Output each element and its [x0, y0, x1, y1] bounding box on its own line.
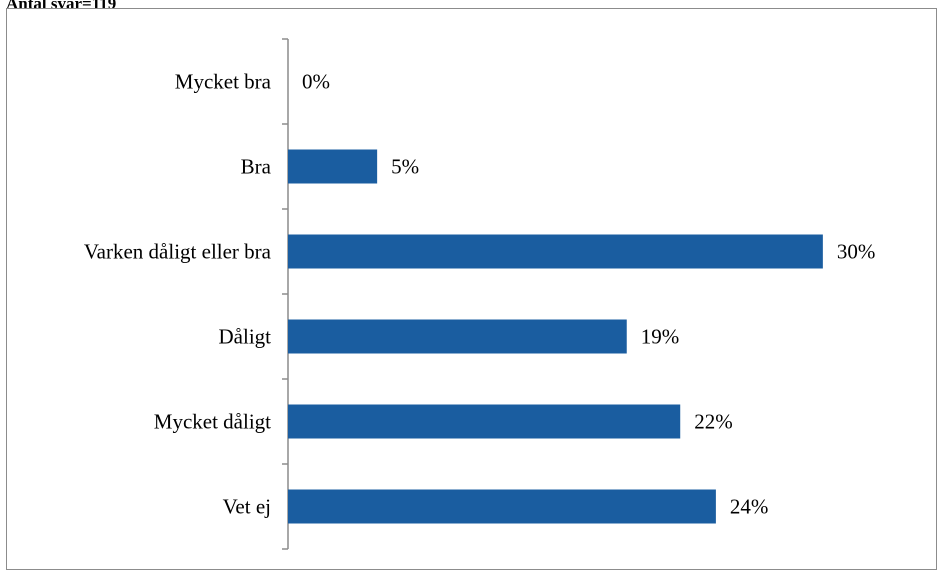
- category-label: Varken dåligt eller bra: [84, 240, 272, 264]
- category-label: Vet ej: [223, 495, 271, 519]
- data-label: 24%: [730, 495, 769, 519]
- data-label: 0%: [302, 70, 330, 94]
- bar: [288, 319, 627, 354]
- category-label: Dåligt: [219, 325, 272, 349]
- chart-frame: Mycket bra 0% Bra 5% Varken dåligt eller bra…: [6, 8, 937, 570]
- bar: [288, 234, 823, 269]
- data-label: 30%: [837, 240, 876, 264]
- bar: [288, 489, 716, 524]
- category-label: Mycket dåligt: [154, 410, 271, 434]
- category-label: Bra: [241, 155, 272, 179]
- bar-chart: Mycket bra 0% Bra 5% Varken dåligt eller bra…: [84, 38, 876, 550]
- data-label: 5%: [391, 155, 419, 179]
- data-label: 22%: [694, 410, 733, 434]
- data-label: 19%: [641, 325, 680, 349]
- bar: [288, 149, 378, 184]
- bar: [288, 404, 681, 439]
- category-label: Mycket bra: [175, 70, 272, 94]
